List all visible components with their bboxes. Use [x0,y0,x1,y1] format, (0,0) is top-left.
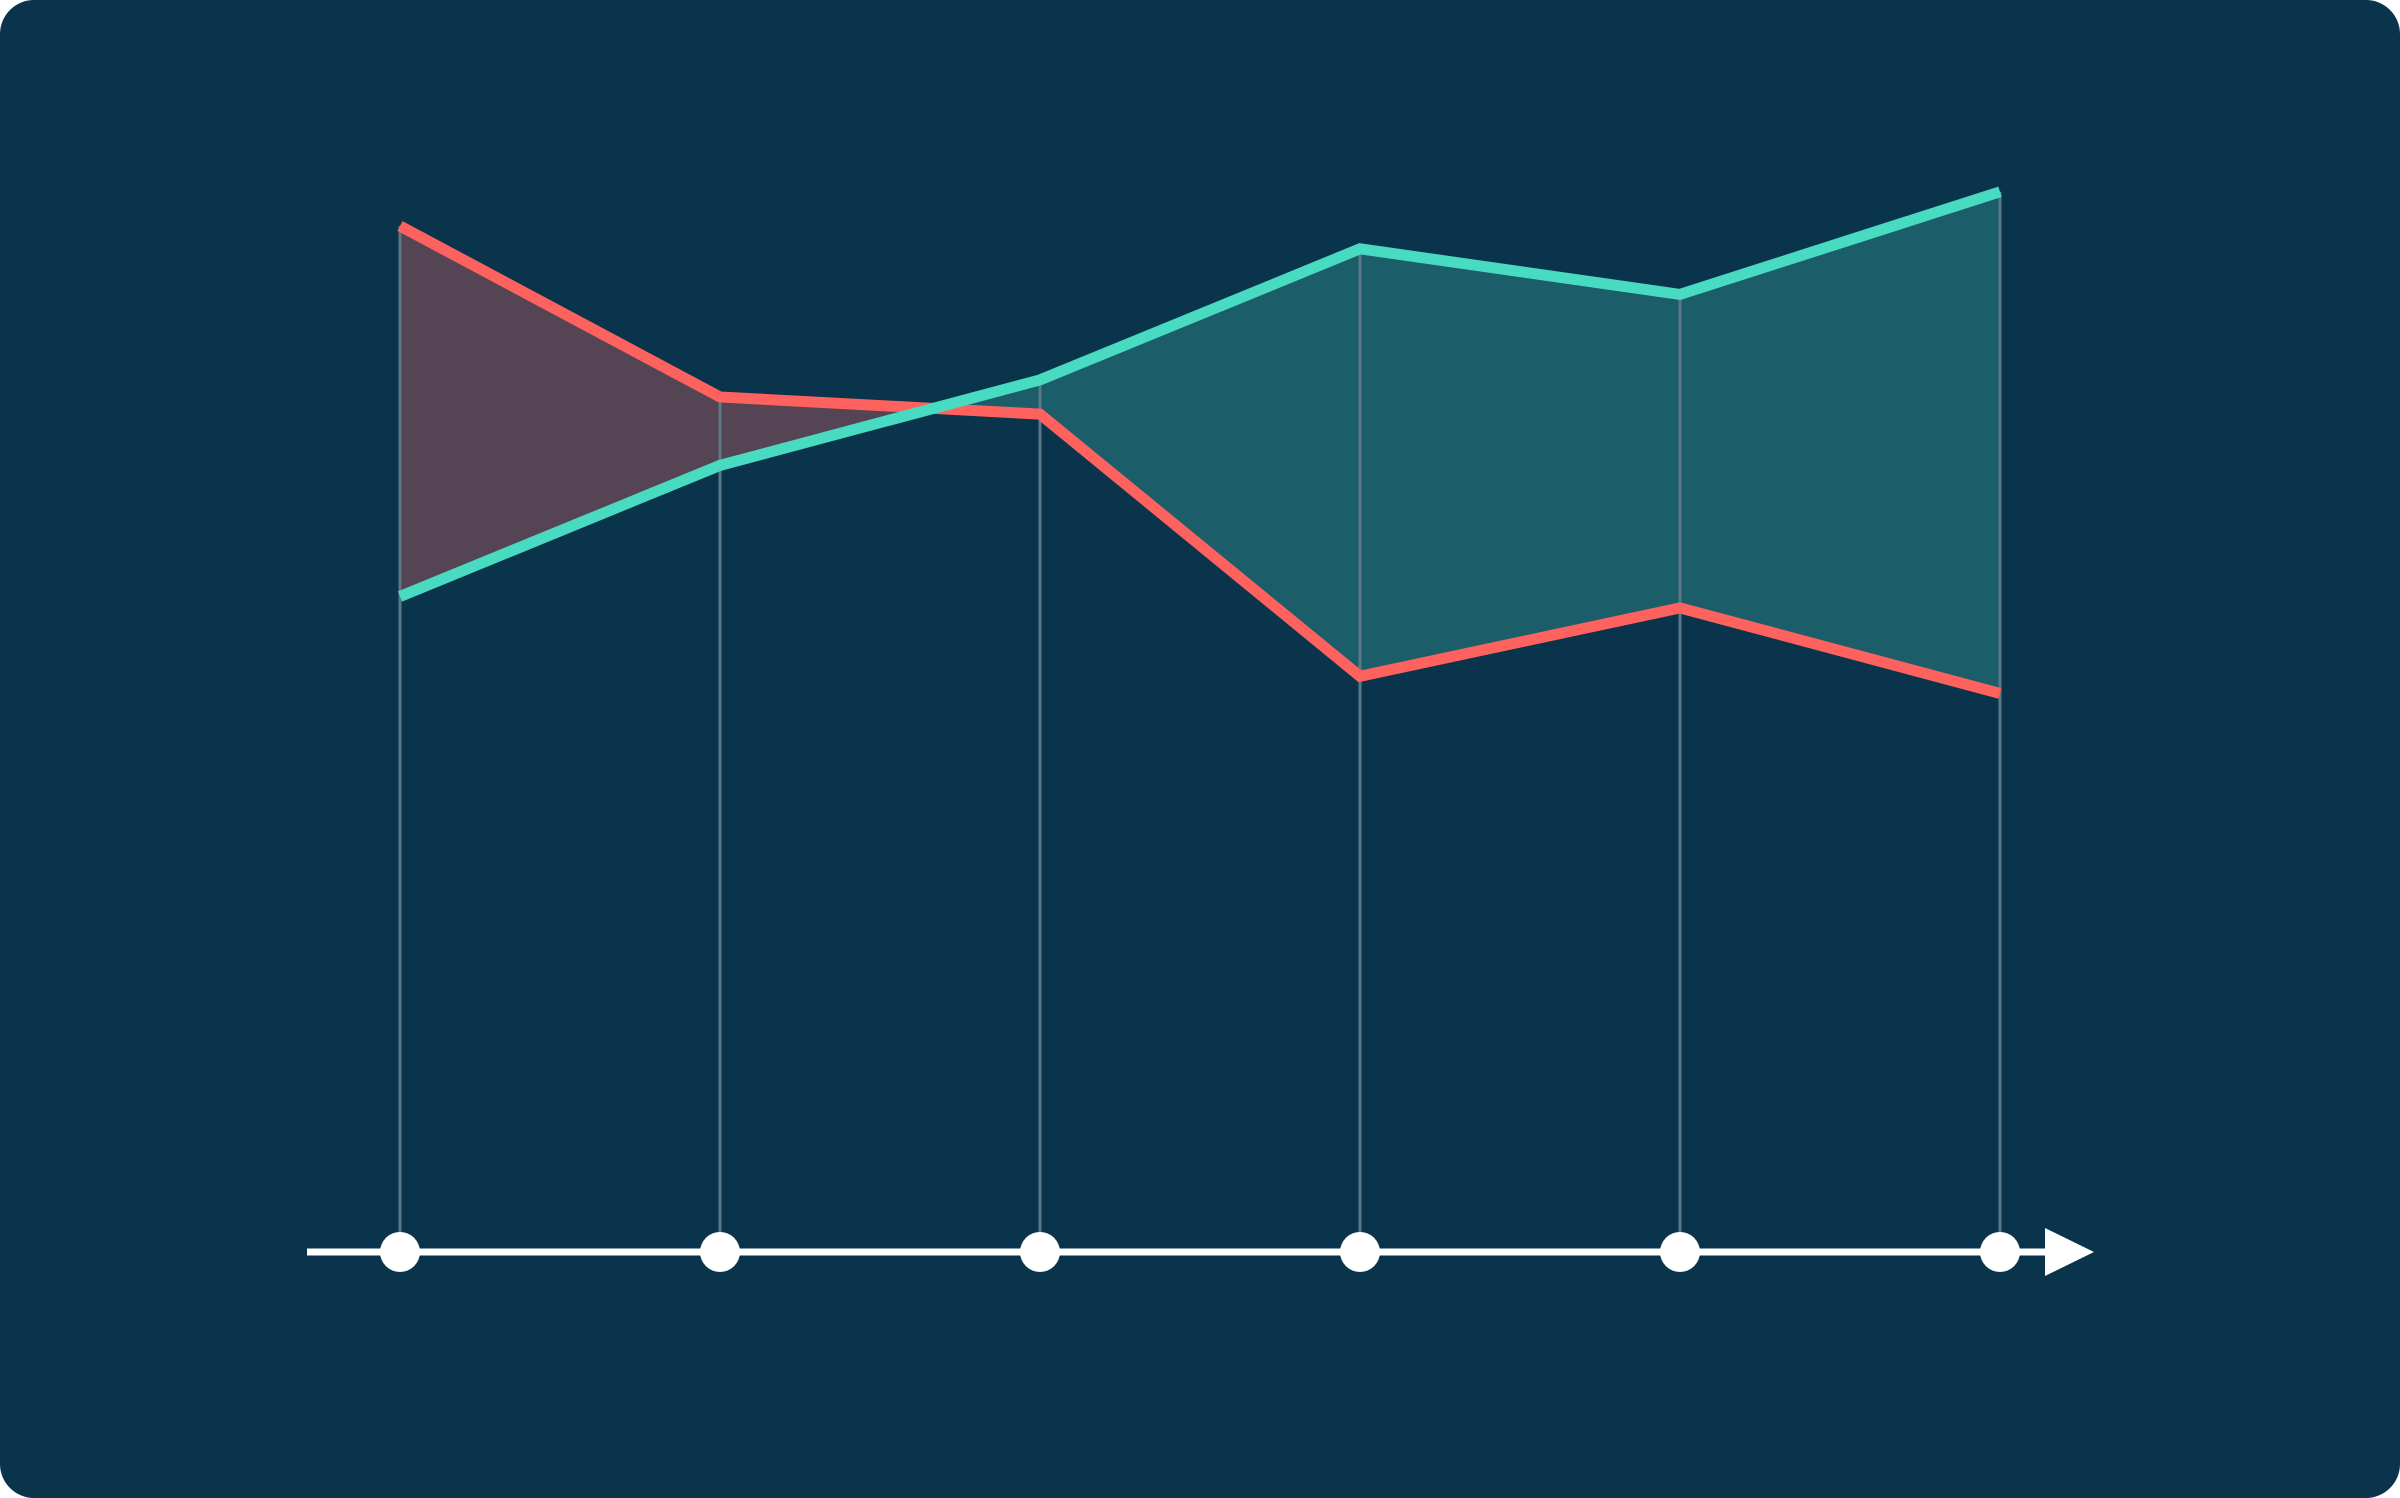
difference-fill [400,226,720,597]
x-axis-marker [1340,1232,1380,1272]
difference-fills [400,191,2000,694]
difference-fill [1040,248,1360,677]
x-axis-marker [1980,1232,2020,1272]
guide-lines [398,191,2002,1252]
x-axis-markers [380,1232,2020,1272]
series-a-line [397,221,2002,699]
x-axis-marker [1020,1232,1060,1272]
x-axis-marker [380,1232,420,1272]
difference-fill [1360,248,1680,677]
difference-fill [1680,191,2000,694]
x-axis-marker [700,1232,740,1272]
series-b-line [397,186,2002,602]
series-lines [397,186,2002,699]
x-axis-arrow [2045,1228,2094,1276]
x-axis [307,1228,2094,1276]
x-axis-marker [1660,1232,1700,1272]
